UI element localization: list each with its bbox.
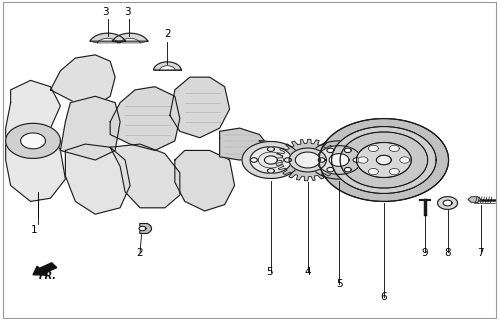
Text: 5: 5 bbox=[266, 267, 273, 277]
Polygon shape bbox=[327, 148, 334, 153]
Polygon shape bbox=[250, 158, 257, 162]
Polygon shape bbox=[220, 128, 264, 160]
Polygon shape bbox=[20, 133, 45, 149]
Polygon shape bbox=[90, 33, 125, 43]
Polygon shape bbox=[112, 33, 148, 43]
Polygon shape bbox=[389, 145, 399, 152]
Text: FR.: FR. bbox=[39, 271, 57, 281]
Polygon shape bbox=[319, 119, 449, 201]
Text: 5: 5 bbox=[336, 279, 342, 290]
Polygon shape bbox=[438, 197, 458, 209]
Text: 8: 8 bbox=[444, 248, 451, 258]
Polygon shape bbox=[65, 144, 130, 214]
Polygon shape bbox=[175, 150, 235, 211]
Polygon shape bbox=[353, 158, 360, 162]
Polygon shape bbox=[368, 168, 378, 175]
Text: 4: 4 bbox=[304, 267, 311, 277]
Polygon shape bbox=[295, 152, 320, 168]
Polygon shape bbox=[340, 132, 428, 188]
Polygon shape bbox=[267, 147, 274, 151]
Polygon shape bbox=[50, 55, 115, 106]
Polygon shape bbox=[400, 157, 410, 163]
Polygon shape bbox=[318, 158, 325, 162]
Polygon shape bbox=[5, 124, 60, 158]
Polygon shape bbox=[289, 148, 326, 172]
Polygon shape bbox=[344, 148, 351, 153]
Text: 2: 2 bbox=[137, 248, 143, 258]
Polygon shape bbox=[110, 87, 180, 150]
Polygon shape bbox=[275, 139, 340, 181]
Polygon shape bbox=[368, 145, 378, 152]
Polygon shape bbox=[250, 147, 292, 173]
Polygon shape bbox=[327, 167, 334, 172]
Text: 7: 7 bbox=[478, 248, 484, 258]
Polygon shape bbox=[317, 146, 361, 174]
Text: 2: 2 bbox=[164, 29, 171, 39]
Polygon shape bbox=[110, 144, 180, 208]
Polygon shape bbox=[376, 155, 391, 165]
Polygon shape bbox=[139, 226, 146, 231]
Polygon shape bbox=[344, 167, 351, 172]
FancyArrow shape bbox=[33, 263, 57, 275]
Polygon shape bbox=[170, 77, 230, 138]
Text: 3: 3 bbox=[102, 7, 108, 17]
Polygon shape bbox=[242, 141, 300, 179]
Polygon shape bbox=[264, 156, 277, 164]
Text: 6: 6 bbox=[381, 292, 387, 302]
Polygon shape bbox=[309, 141, 369, 179]
Text: 3: 3 bbox=[124, 7, 131, 17]
Polygon shape bbox=[284, 158, 291, 162]
Text: 1: 1 bbox=[31, 225, 38, 235]
Polygon shape bbox=[154, 62, 181, 70]
Polygon shape bbox=[267, 169, 274, 173]
Polygon shape bbox=[443, 200, 452, 206]
Polygon shape bbox=[356, 142, 411, 178]
Polygon shape bbox=[60, 96, 120, 160]
Polygon shape bbox=[329, 154, 349, 166]
Polygon shape bbox=[468, 197, 481, 202]
Polygon shape bbox=[140, 224, 152, 234]
Polygon shape bbox=[5, 80, 65, 201]
Polygon shape bbox=[358, 157, 368, 163]
Polygon shape bbox=[389, 168, 399, 175]
Polygon shape bbox=[332, 126, 436, 194]
Text: 9: 9 bbox=[421, 248, 428, 258]
